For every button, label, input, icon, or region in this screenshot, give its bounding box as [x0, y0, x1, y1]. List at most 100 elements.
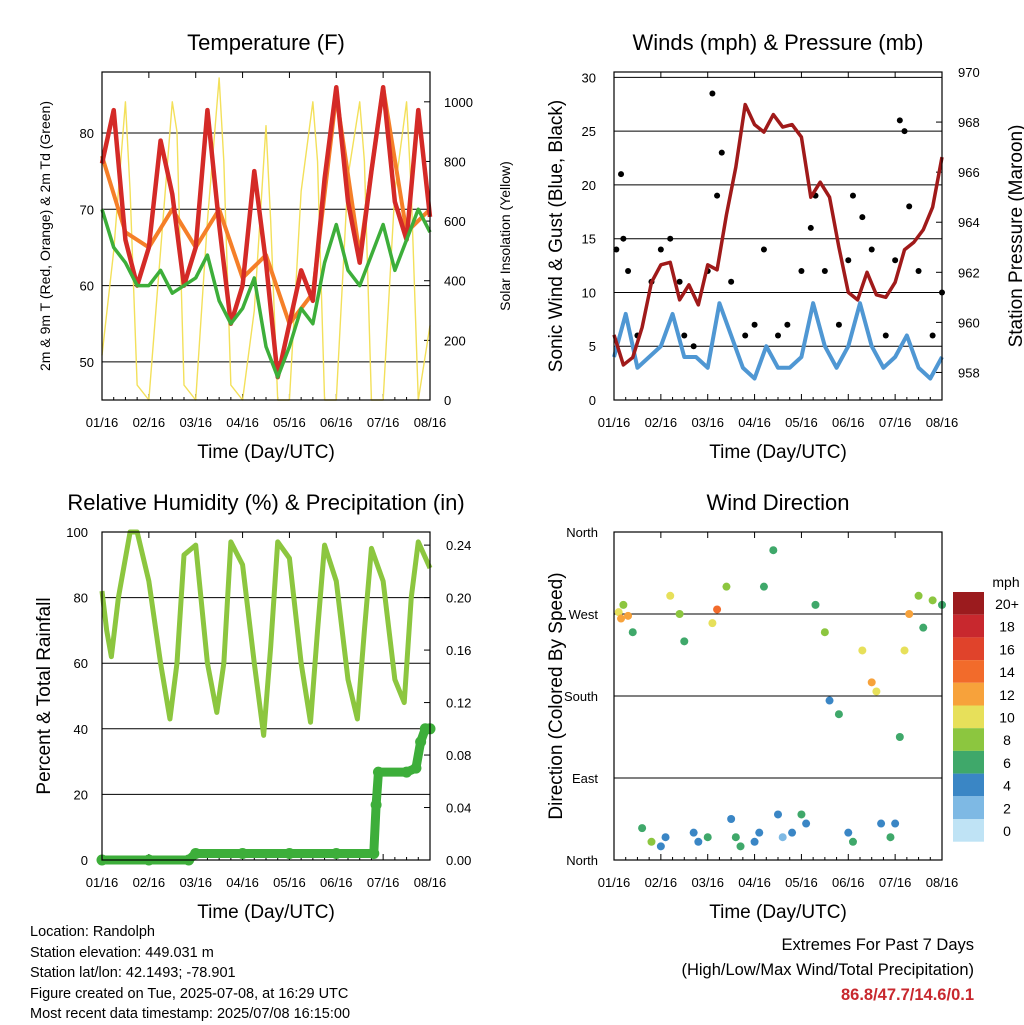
- gust-point: [620, 235, 627, 242]
- gust-point: [667, 235, 674, 242]
- precip-point: [415, 736, 427, 748]
- precip-point: [410, 762, 422, 774]
- temperature-panel: Temperature (F) Time (Day/UTC) 01/16 02/16 0…: [37, 30, 513, 463]
- y-tick-label: East: [572, 771, 598, 786]
- colorbar-label: 12: [999, 687, 1015, 703]
- colorbar-label: 18: [999, 619, 1015, 635]
- x-tick-label: 07/16: [879, 415, 912, 430]
- direction-point: [638, 824, 647, 833]
- x-tick-label: 05/16: [785, 415, 818, 430]
- x-axis-label: Time (Day/UTC): [197, 442, 335, 463]
- direction-point: [778, 833, 787, 842]
- direction-point: [900, 646, 909, 655]
- direction-point: [811, 600, 820, 609]
- gust-point: [835, 321, 842, 328]
- colorbar-swatch: [953, 750, 984, 774]
- x-tick-label: 06/16: [320, 415, 353, 430]
- direction-point: [858, 646, 867, 655]
- y-tick-label: North: [566, 853, 598, 868]
- series-line: [612, 102, 944, 367]
- gust-point: [859, 214, 866, 221]
- colorbar-swatch: [953, 819, 984, 842]
- y-tick-label-right: 0.00: [446, 853, 471, 868]
- y-tick-label-right: 0.12: [446, 696, 471, 711]
- series-line: [99, 529, 433, 738]
- direction-point: [877, 819, 886, 828]
- x-tick-label: 03/16: [691, 415, 724, 430]
- y-tick-label: 5: [589, 339, 596, 354]
- y-tick-label-right: 0.20: [446, 591, 471, 606]
- extremes-values: 86.8/47.7/14.6/0.1: [840, 986, 974, 1004]
- gust-point: [845, 257, 852, 264]
- direction-point: [731, 833, 740, 842]
- series-line: [100, 207, 432, 379]
- direction-point: [895, 733, 904, 741]
- y-tick-label-right: 0.16: [446, 643, 471, 658]
- gust-point: [775, 332, 781, 339]
- precip-point: [368, 847, 380, 859]
- x-tick-label: 03/16: [179, 415, 212, 430]
- precip-point: [372, 766, 384, 778]
- colorbar-label: 14: [999, 664, 1015, 680]
- plot-frame: [613, 71, 943, 401]
- direction-point: [891, 819, 900, 828]
- y-tick-label-right: 200: [444, 333, 466, 348]
- gust-point: [690, 343, 697, 350]
- panel-title: Winds (mph) & Pressure (mb): [633, 30, 924, 55]
- x-tick-label: 05/16: [273, 415, 306, 430]
- direction-point: [769, 546, 778, 555]
- direction-point: [867, 678, 876, 687]
- direction-point: [802, 819, 811, 828]
- gust-point: [915, 267, 922, 274]
- direction-point: [708, 619, 717, 628]
- y-tick-label-right: 964: [958, 215, 980, 230]
- precip-point: [190, 847, 202, 859]
- x-tick-label: 08/16: [414, 415, 447, 430]
- gust-point: [709, 90, 716, 97]
- extremes-subheading: (High/Low/Max Wind/Total Precipitation): [681, 961, 974, 979]
- gust-point: [896, 117, 903, 124]
- gust-point: [849, 192, 856, 199]
- x-tick-label: 07/16: [879, 875, 912, 890]
- extremes-heading: Extremes For Past 7 Days: [781, 936, 974, 954]
- colorbar-swatch: [953, 637, 984, 661]
- x-tick-label: 02/16: [133, 415, 166, 430]
- elevation-text: Station elevation: 449.031 m: [30, 944, 214, 961]
- direction-point: [666, 591, 675, 600]
- gust-point: [892, 257, 899, 264]
- x-tick-label: 01/16: [598, 415, 631, 430]
- gust-point: [676, 278, 683, 285]
- y-tick-label-right: 400: [444, 274, 466, 289]
- x-tick-label: 07/16: [367, 875, 400, 890]
- direction-panel: Wind Direction Time (Day/UTC) 01/16 02/16 03…: [546, 490, 958, 923]
- created-text: Figure created on Tue, 2025-07-08, at 16…: [30, 985, 349, 1002]
- direction-point: [694, 837, 703, 846]
- y-tick-label: 80: [74, 591, 88, 606]
- direction-point: [797, 810, 806, 819]
- colorbar-label: 16: [999, 641, 1015, 657]
- station-info: Location: Randolph Station elevation: 44…: [30, 922, 350, 1025]
- direction-point: [722, 582, 731, 591]
- plot-frame: [101, 531, 431, 861]
- x-axis-label: Time (Day/UTC): [709, 902, 847, 923]
- x-tick-label: 02/16: [645, 415, 678, 430]
- y-tick-label: 0: [81, 853, 88, 868]
- direction-point: [788, 828, 797, 837]
- precip-point: [237, 847, 249, 859]
- direction-point: [656, 842, 665, 851]
- series-line: [612, 301, 944, 381]
- x-tick-label: 05/16: [785, 875, 818, 890]
- gust-point: [929, 332, 936, 339]
- x-tick-label: 04/16: [738, 875, 771, 890]
- direction-point: [619, 600, 628, 609]
- precip-point: [330, 847, 342, 859]
- gust-point: [868, 246, 875, 253]
- gust-point: [807, 224, 814, 231]
- direction-point: [759, 582, 768, 591]
- x-axis-label: Time (Day/UTC): [197, 902, 335, 923]
- direction-point: [914, 591, 923, 600]
- x-tick-label: 08/16: [926, 415, 959, 430]
- colorbar-swatch: [953, 728, 984, 751]
- location-text: Location: Randolph: [30, 924, 155, 940]
- y-tick-label: 20: [74, 787, 88, 802]
